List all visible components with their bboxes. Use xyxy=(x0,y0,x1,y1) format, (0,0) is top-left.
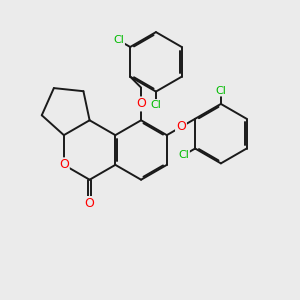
Text: Cl: Cl xyxy=(151,100,161,110)
Text: O: O xyxy=(85,197,94,210)
Text: O: O xyxy=(59,158,69,171)
Text: O: O xyxy=(136,98,146,110)
Text: O: O xyxy=(176,121,186,134)
Text: Cl: Cl xyxy=(178,150,189,160)
Text: Cl: Cl xyxy=(215,85,226,96)
Text: Cl: Cl xyxy=(113,35,124,45)
